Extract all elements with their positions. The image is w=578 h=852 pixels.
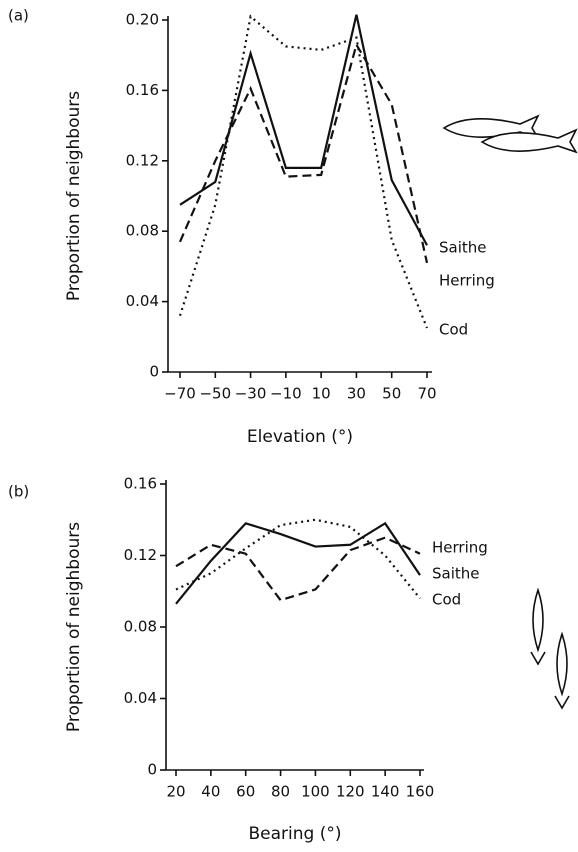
x-tick-label: 80	[271, 783, 290, 801]
fish-top-icons	[530, 587, 570, 710]
y-tick-label: 0.12	[126, 151, 159, 169]
y-tick-label: 0.20	[126, 11, 159, 29]
y-tick-label: 0.08	[126, 222, 159, 240]
x-tick-label: 60	[236, 783, 255, 801]
y-tick-label: 0	[149, 363, 159, 381]
series-label: Cod	[432, 591, 461, 609]
series-label: Saithe	[432, 565, 480, 583]
x-tick-label: 10	[312, 385, 331, 403]
y-axis-label: Proportion of neighbours	[64, 522, 84, 732]
y-tick-label: 0.16	[126, 81, 159, 99]
series-line	[175, 536, 421, 602]
x-tick-label: 50	[382, 385, 401, 403]
axis-line	[167, 16, 432, 373]
series-line	[179, 14, 428, 246]
x-tick-label: −50	[199, 385, 231, 403]
x-tick-label: −70	[164, 385, 196, 403]
series-label: Herring	[432, 539, 488, 557]
x-tick-label: 20	[166, 783, 185, 801]
fish-side-icons	[442, 114, 578, 154]
fish-icon	[554, 631, 570, 710]
series-line	[178, 41, 429, 264]
y-tick-label: 0.12	[124, 546, 157, 564]
x-tick-label: 140	[371, 783, 400, 801]
fish-icon	[480, 128, 578, 154]
series-label: Saithe	[439, 239, 487, 257]
x-axis-label: Elevation (°)	[247, 427, 353, 447]
series-line	[175, 521, 421, 605]
x-tick-label: 30	[347, 385, 366, 403]
x-tick-label: 160	[406, 783, 435, 801]
y-tick-label: 0.16	[124, 475, 157, 493]
y-axis-label: Proportion of neighbours	[64, 91, 84, 301]
x-tick-label: −30	[235, 385, 267, 403]
fish-icon	[530, 587, 546, 666]
x-tick-label: 100	[301, 783, 330, 801]
x-tick-label: 120	[336, 783, 365, 801]
x-tick-label: 40	[201, 783, 220, 801]
series-label: Cod	[439, 321, 468, 339]
panel-label: (a)	[8, 7, 29, 25]
y-tick-label: 0.04	[126, 292, 159, 310]
series-label: Herring	[439, 272, 495, 290]
panel-label: (b)	[8, 483, 29, 501]
x-tick-label: 70	[417, 385, 436, 403]
x-axis-label: Bearing (°)	[249, 824, 342, 844]
y-tick-label: 0.08	[124, 618, 157, 636]
x-tick-label: −10	[270, 385, 302, 403]
y-tick-label: 0.04	[124, 689, 157, 707]
y-tick-label: 0	[147, 761, 157, 779]
